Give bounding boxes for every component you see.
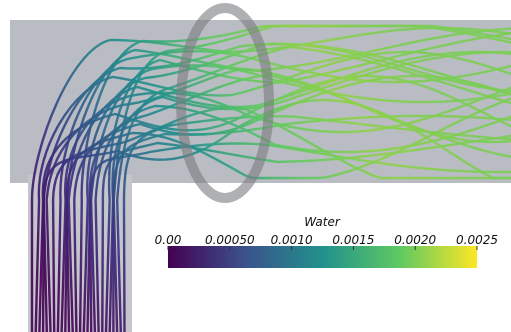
- colorbar-tick-label: 0.0025: [456, 233, 498, 247]
- colorbar-tick-label: 0.0010: [271, 233, 313, 247]
- colorbar-tick-label: 0.0020: [394, 233, 436, 247]
- visualization: Water 0.00 0.00050 0.0010 0.0015 0.0020 0.002…: [0, 0, 511, 332]
- colorbar-gradient: [168, 246, 477, 268]
- colorbar-tick-label: 0.00050: [205, 233, 255, 247]
- colorbar-title: Water: [304, 215, 341, 229]
- colorbar: Water 0.00 0.00050 0.0010 0.0015 0.0020 0.002…: [155, 215, 498, 268]
- colorbar-tick-label: 0.0015: [332, 233, 374, 247]
- colorbar-tick-label: 0.00: [155, 233, 182, 247]
